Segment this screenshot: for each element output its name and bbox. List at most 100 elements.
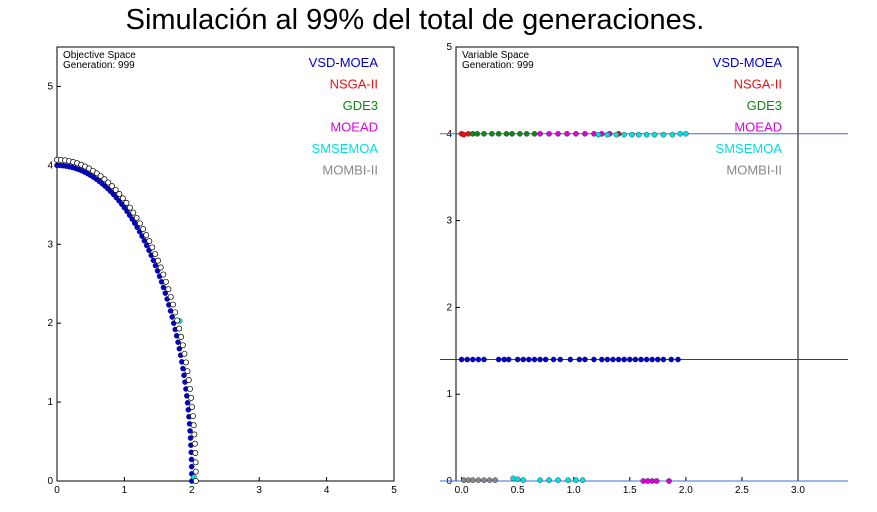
data-point bbox=[130, 209, 137, 216]
data-point bbox=[582, 356, 588, 363]
data-point bbox=[505, 356, 512, 363]
data-point bbox=[520, 356, 527, 363]
data-point bbox=[188, 463, 195, 470]
data-point bbox=[598, 356, 605, 363]
legend-entry: MOMBI-II bbox=[322, 163, 378, 178]
data-point bbox=[143, 232, 150, 238]
legend-entry: MOMBI-II bbox=[726, 163, 782, 178]
data-point bbox=[610, 356, 616, 363]
x-tick-label: 3 bbox=[256, 485, 262, 496]
legend-entry: SMSEMOA bbox=[312, 141, 379, 156]
data-point bbox=[189, 403, 196, 410]
data-point bbox=[191, 431, 198, 438]
corner-text: Generation: 999 bbox=[63, 60, 135, 71]
data-point bbox=[557, 356, 564, 363]
plot-frame bbox=[56, 46, 395, 482]
data-point bbox=[481, 477, 487, 483]
legend-entry: MOEAD bbox=[330, 120, 378, 135]
x-tick-label: 2.5 bbox=[735, 485, 749, 496]
data-point bbox=[191, 440, 198, 447]
data-point bbox=[615, 356, 622, 363]
data-point bbox=[579, 477, 586, 483]
data-point bbox=[162, 278, 169, 285]
data-point bbox=[517, 130, 523, 137]
x-tick-label: 3.0 bbox=[791, 485, 805, 496]
data-point bbox=[604, 131, 611, 138]
corner-text: Generation: 999 bbox=[462, 60, 534, 71]
data-point bbox=[632, 356, 639, 363]
data-point bbox=[546, 477, 552, 483]
y-tick-label: 0 bbox=[47, 476, 53, 487]
data-point bbox=[165, 286, 172, 293]
data-point bbox=[160, 284, 167, 291]
data-point bbox=[669, 131, 676, 138]
y-tick-label: 4 bbox=[47, 160, 53, 171]
data-point bbox=[105, 179, 112, 186]
data-point bbox=[546, 130, 552, 137]
data-point bbox=[675, 356, 681, 363]
data-point bbox=[550, 356, 557, 363]
data-point bbox=[537, 477, 543, 483]
data-point bbox=[475, 477, 482, 483]
data-point bbox=[514, 356, 521, 363]
data-point bbox=[638, 356, 644, 363]
data-point bbox=[143, 242, 150, 249]
data-point bbox=[464, 356, 471, 363]
data-point bbox=[187, 428, 193, 434]
y-tick-label: 1 bbox=[446, 389, 452, 400]
x-tick-label: 2.0 bbox=[679, 485, 693, 496]
data-point bbox=[179, 342, 186, 349]
data-point bbox=[555, 477, 561, 483]
data-point bbox=[666, 478, 672, 484]
y-tick-label: 5 bbox=[446, 42, 452, 53]
data-point bbox=[187, 435, 194, 441]
data-point bbox=[474, 130, 481, 137]
data-point bbox=[621, 356, 627, 363]
data-point bbox=[677, 130, 684, 137]
y-tick-label: 3 bbox=[47, 239, 53, 250]
data-point bbox=[181, 372, 187, 379]
data-point bbox=[160, 271, 167, 278]
corner-text: Objective Space bbox=[63, 50, 136, 61]
data-point bbox=[627, 356, 633, 363]
data-point bbox=[520, 477, 527, 483]
data-point bbox=[184, 399, 191, 406]
data-point bbox=[181, 350, 188, 357]
data-point bbox=[190, 422, 197, 429]
data-point bbox=[162, 290, 169, 296]
data-point bbox=[668, 356, 675, 363]
data-point bbox=[109, 183, 115, 190]
data-point bbox=[526, 356, 532, 363]
data-point bbox=[514, 476, 521, 483]
y-tick-label: 3 bbox=[446, 216, 452, 227]
data-point bbox=[185, 377, 192, 383]
legend-entry: SMSEMOA bbox=[716, 141, 783, 156]
data-point bbox=[152, 262, 159, 269]
data-point bbox=[503, 130, 510, 137]
data-point bbox=[188, 456, 195, 463]
data-point bbox=[141, 237, 148, 244]
data-point bbox=[169, 314, 175, 320]
data-point bbox=[149, 244, 156, 251]
data-point bbox=[470, 477, 476, 483]
x-tick-label: 0.5 bbox=[511, 485, 525, 496]
legend-entry: GDE3 bbox=[343, 98, 378, 113]
legend-entry: NSGA-II bbox=[734, 77, 782, 92]
data-point bbox=[190, 413, 196, 420]
data-point bbox=[683, 130, 689, 137]
slide-title: Simulación al 99% del total de generacio… bbox=[125, 4, 705, 36]
plot-frame bbox=[455, 46, 799, 482]
x-tick-label: 1.0 bbox=[567, 485, 581, 496]
data-point bbox=[183, 359, 189, 366]
data-point bbox=[660, 356, 667, 363]
data-point bbox=[573, 477, 579, 483]
corner-text: Variable Space bbox=[462, 50, 530, 61]
data-point bbox=[126, 204, 133, 211]
data-point bbox=[192, 450, 199, 456]
legend-entry: VSD-MOEA bbox=[309, 55, 379, 70]
data-point bbox=[595, 131, 602, 138]
data-point bbox=[582, 130, 588, 137]
data-point bbox=[470, 356, 476, 363]
data-point bbox=[655, 356, 661, 363]
